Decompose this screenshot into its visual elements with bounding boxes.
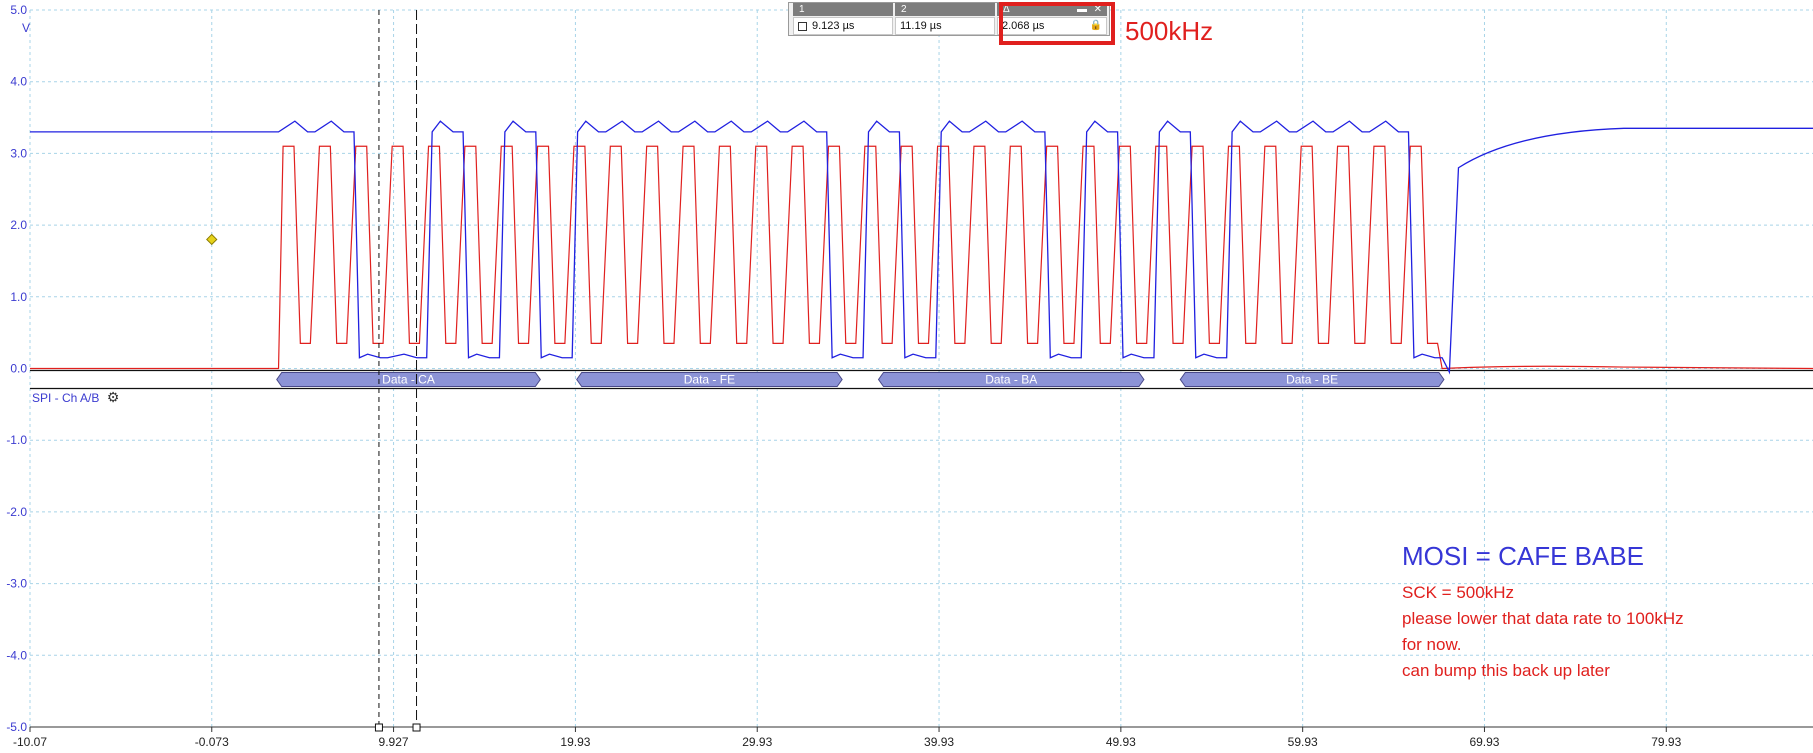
checkbox-icon[interactable] xyxy=(798,21,807,31)
x-tick-label: 49.93 xyxy=(1106,735,1136,749)
note-line-2: please lower that data rate to 100kHz xyxy=(1402,609,1684,628)
y-tick-label: -5.0 xyxy=(6,720,27,734)
minimize-icon[interactable]: ▬ xyxy=(1077,4,1087,15)
measurement-cursors[interactable] xyxy=(374,10,421,732)
x-tick-label: 59.93 xyxy=(1288,735,1318,749)
decoder-packet[interactable] xyxy=(276,372,541,387)
y-tick-label: 3.0 xyxy=(10,146,27,160)
sck-trace xyxy=(30,145,1813,370)
cursor-handle[interactable] xyxy=(374,723,383,732)
gear-icon[interactable]: ⚙ xyxy=(106,389,120,405)
decoder-packet-label: Data - BA xyxy=(985,373,1037,387)
y-tick-label: 2.0 xyxy=(10,218,27,232)
y-axis-unit: V xyxy=(22,21,30,35)
spi-decoder-track: Data - CA Data - FE Data - BA Data - BE xyxy=(30,369,1813,390)
cursor-readout-panel[interactable]: 1 2 Δ ▬ ✕ 9.123 µs 11.19 µs 2.068 µs 🔒 xyxy=(788,2,1110,36)
cursor1-value: 9.123 µs xyxy=(793,17,893,35)
lock-icon[interactable]: 🔒 xyxy=(1089,20,1102,31)
note-line-4: can bump this back up later xyxy=(1402,661,1610,680)
y-tick-label: -1.0 xyxy=(6,433,27,447)
notes-block: SCK = 500kHz please lower that data rate… xyxy=(1402,580,1684,684)
spi-decoder-label[interactable]: SPI - Ch A/B ⚙ xyxy=(32,389,120,405)
decoder-packet[interactable] xyxy=(877,372,1145,387)
x-tick-label: 19.93 xyxy=(560,735,590,749)
trigger-marker[interactable] xyxy=(206,233,218,246)
x-axis-ticks: -10.07 -0.073 9.927 19.93 29.93 39.93 49.93 59.… xyxy=(13,735,1682,749)
y-tick-label: -2.0 xyxy=(6,505,27,519)
decoder-packet[interactable] xyxy=(1179,372,1445,387)
x-tick-label: -10.07 xyxy=(13,735,47,749)
y-tick-label: 4.0 xyxy=(10,75,27,89)
note-line-1: SCK = 500kHz xyxy=(1402,583,1514,602)
y-tick-label: -4.0 xyxy=(6,648,27,662)
cursor2-header: 2 xyxy=(895,3,995,16)
x-tick-label: 79.93 xyxy=(1651,735,1681,749)
y-tick-label: 0.0 xyxy=(10,362,27,376)
cursor1-header: 1 xyxy=(793,3,893,16)
freq-annotation: 500kHz xyxy=(1125,16,1214,46)
decoder-packet-label: Data - CA xyxy=(382,373,435,387)
x-tick-label: -0.073 xyxy=(195,735,229,749)
delta-value: 2.068 µs 🔒 xyxy=(997,17,1107,35)
y-tick-label: 5.0 xyxy=(10,3,27,17)
mosi-annotation: MOSI = CAFE BABE xyxy=(1402,541,1645,571)
x-tick-label: 29.93 xyxy=(742,735,772,749)
decoder-packet-label: Data - FE xyxy=(684,373,735,387)
note-line-3: for now. xyxy=(1402,635,1462,654)
delta-header: Δ ▬ ✕ xyxy=(997,3,1107,16)
x-tick-label: 9.927 xyxy=(379,735,409,749)
y-tick-label: 1.0 xyxy=(10,290,27,304)
traces xyxy=(30,120,1813,375)
chart-grid xyxy=(29,9,1813,732)
y-axis-ticks: 5.0 4.0 3.0 2.0 1.0 0.0 -1.0 -2.0 -3.0 -4.0 -5.0 xyxy=(6,3,27,734)
decoder-packet[interactable] xyxy=(576,372,843,387)
x-tick-label: 39.93 xyxy=(924,735,954,749)
mosi-trace xyxy=(30,120,1813,375)
cursor-handle[interactable] xyxy=(412,723,421,732)
y-tick-label: -3.0 xyxy=(6,577,27,591)
delta-highlight-box xyxy=(999,2,1115,45)
cursor2-value: 11.19 µs xyxy=(895,17,995,35)
x-tick-label: 69.93 xyxy=(1469,735,1499,749)
close-icon[interactable]: ✕ xyxy=(1093,4,1102,15)
decoder-packet-label: Data - BE xyxy=(1286,373,1338,387)
